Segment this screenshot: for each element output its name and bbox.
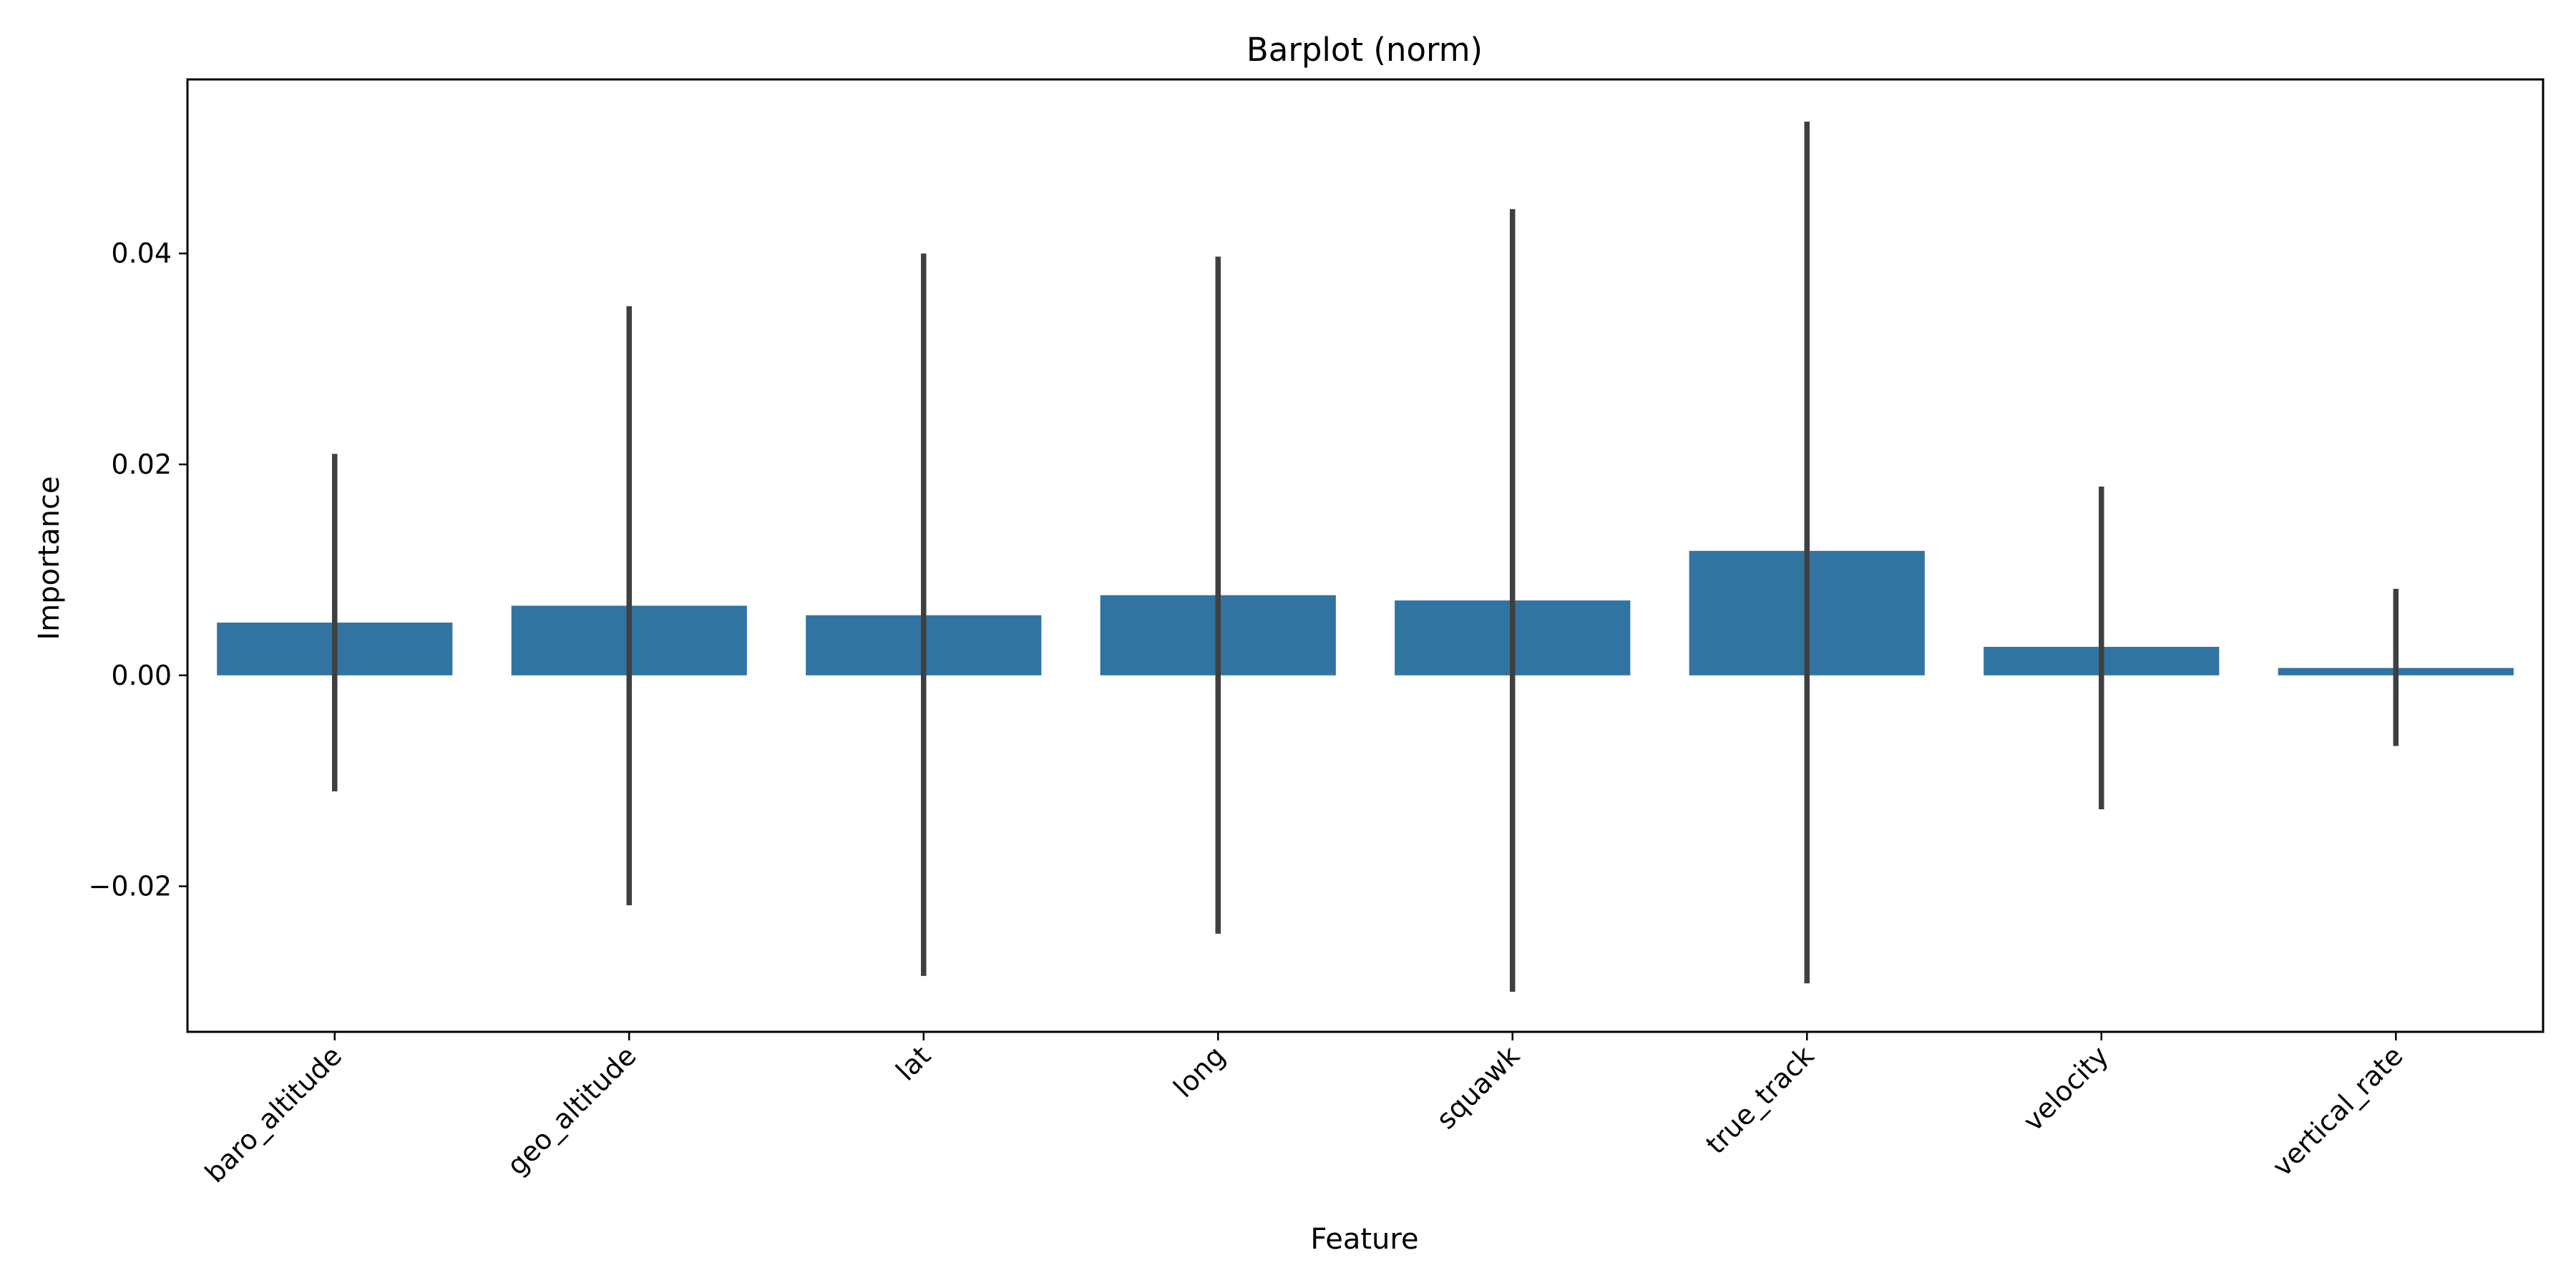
y-axis-label: Importance <box>33 476 66 640</box>
y-tick-label: 0.02 <box>111 449 172 480</box>
x-tick-label: geo_altitude <box>501 1040 643 1181</box>
x-tick-label: vertical_rate <box>2266 1040 2409 1182</box>
plot-area <box>217 121 2514 992</box>
y-axis: −0.02 0.00 0.02 0.04 <box>89 238 187 902</box>
y-tick-label: −0.02 <box>89 871 172 902</box>
x-tick-label: squawk <box>1430 1040 1526 1135</box>
x-tick-label: baro_altitude <box>199 1040 348 1189</box>
y-tick-label: 0.00 <box>111 660 172 691</box>
x-tick-label: long <box>1168 1040 1231 1103</box>
y-tick-label: 0.04 <box>111 238 172 269</box>
x-axis: baro_altitude geo_altitude lat long squawk tr… <box>199 1032 2409 1189</box>
plot-frame <box>186 78 2545 1033</box>
x-tick-label: true_track <box>1700 1040 1820 1160</box>
x-axis-label: Feature <box>1310 1223 1418 1256</box>
chart-title: Barplot (norm) <box>1246 31 1483 69</box>
x-tick-label: velocity <box>2017 1040 2114 1137</box>
x-tick-label: lat <box>890 1040 937 1087</box>
